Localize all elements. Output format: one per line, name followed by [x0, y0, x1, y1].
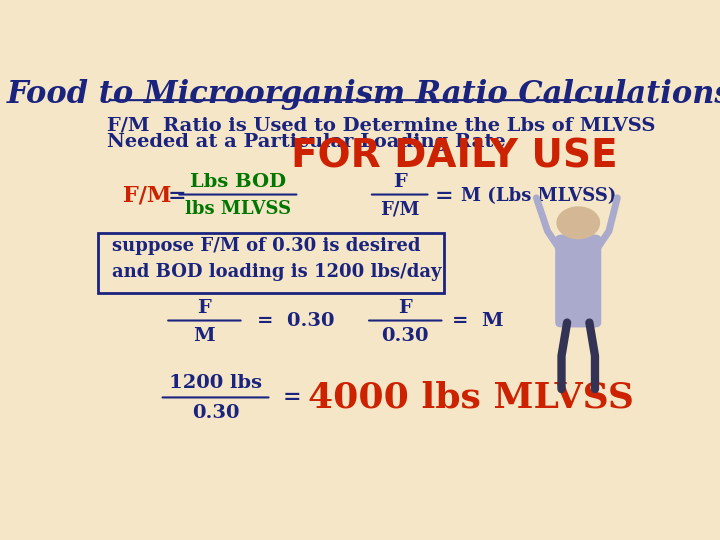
- Text: lbs MLVSS: lbs MLVSS: [185, 200, 291, 219]
- FancyBboxPatch shape: [99, 233, 444, 294]
- FancyBboxPatch shape: [556, 235, 600, 327]
- Text: 4000 lbs MLVSS: 4000 lbs MLVSS: [307, 381, 634, 414]
- Text: =  0.30: = 0.30: [258, 312, 335, 329]
- Text: M: M: [194, 327, 215, 345]
- Text: F: F: [197, 299, 211, 317]
- Text: F: F: [398, 299, 412, 317]
- Text: 0.30: 0.30: [192, 404, 239, 422]
- Text: F/M: F/M: [124, 185, 172, 207]
- Text: F/M  Ratio is Used to Determine the Lbs of MLVSS: F/M Ratio is Used to Determine the Lbs o…: [107, 117, 655, 135]
- Circle shape: [557, 207, 600, 239]
- Text: Food to Microorganism Ratio Calculations: Food to Microorganism Ratio Calculations: [6, 79, 720, 110]
- Text: suppose F/M of 0.30 is desired: suppose F/M of 0.30 is desired: [112, 237, 420, 255]
- Text: F: F: [393, 173, 407, 191]
- Text: M (Lbs MLVSS): M (Lbs MLVSS): [461, 187, 616, 205]
- Text: 0.30: 0.30: [382, 327, 429, 345]
- Text: =: =: [435, 185, 454, 207]
- Text: Lbs BOD: Lbs BOD: [190, 173, 286, 191]
- Text: =: =: [282, 387, 301, 408]
- Text: FOR DAILY USE: FOR DAILY USE: [291, 138, 618, 176]
- Text: =: =: [167, 185, 186, 207]
- Text: F/M: F/M: [380, 200, 420, 219]
- Text: Needed at a Particular Loading Rate: Needed at a Particular Loading Rate: [107, 133, 505, 151]
- Text: and BOD loading is 1200 lbs/day: and BOD loading is 1200 lbs/day: [112, 263, 442, 281]
- Text: 1200 lbs: 1200 lbs: [169, 374, 262, 392]
- Text: =  M: = M: [451, 312, 503, 329]
